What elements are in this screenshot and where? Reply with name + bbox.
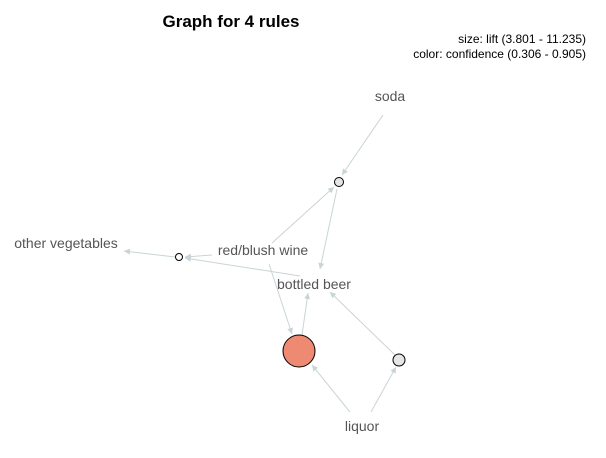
item-label-soda[interactable]: soda	[375, 88, 406, 104]
edge-rule-2-in-red-blush-wine	[184, 253, 213, 260]
rule-node-rule-3[interactable]	[282, 334, 316, 368]
rule-node-rule-1[interactable]	[334, 177, 344, 187]
item-label-red-blush-wine[interactable]: red/blush wine	[218, 242, 308, 258]
edges-layer	[123, 114, 397, 413]
edge-rule-1-in-red-blush-wine	[271, 186, 335, 244]
chart-title: Graph for 4 rules	[162, 12, 300, 31]
edge-rule-2-out-other-vegetables	[123, 248, 176, 258]
item-label-bottled-beer[interactable]: bottled beer	[277, 276, 351, 292]
edge-rule-3-out-bottled-beer	[301, 292, 311, 336]
edge-rule-1-in-soda	[341, 114, 384, 176]
edge-rule-3-in-liquor	[311, 364, 351, 413]
item-label-liquor[interactable]: liquor	[345, 418, 380, 434]
edge-rule-1-out-bottled-beer	[318, 188, 338, 270]
edge-rule-3-in-red-blush-wine	[268, 263, 293, 335]
legend-size: size: lift (3.801 - 11.235)	[458, 32, 586, 46]
edge-rule-4-in-liquor	[370, 366, 397, 413]
edge-rule-4-out-bottled-beer	[329, 291, 396, 356]
rule-node-rule-4[interactable]	[392, 353, 406, 367]
legend-color: color: confidence (0.306 - 0.905)	[413, 47, 586, 61]
rule-node-rule-2[interactable]	[175, 253, 183, 261]
legend: size: lift (3.801 - 11.235) color: confi…	[413, 32, 586, 62]
item-label-other-vegetables[interactable]: other vegetables	[14, 235, 118, 251]
edge-rule-2-in-bottled-beer	[184, 255, 301, 277]
rule-nodes-layer	[175, 177, 406, 368]
